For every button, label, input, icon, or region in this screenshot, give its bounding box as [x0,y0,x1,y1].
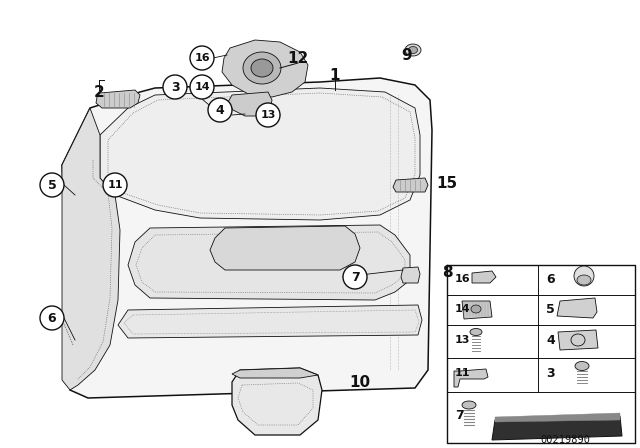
Ellipse shape [574,266,594,286]
Circle shape [40,173,64,197]
Polygon shape [96,90,140,108]
Text: 3: 3 [546,366,555,379]
Text: 14: 14 [194,82,210,92]
Polygon shape [228,92,272,116]
Text: 6: 6 [546,272,555,285]
Text: 1: 1 [330,68,340,82]
Circle shape [190,75,214,99]
Polygon shape [393,178,428,192]
Polygon shape [62,108,120,390]
Circle shape [190,46,214,70]
Text: 14: 14 [455,304,470,314]
Ellipse shape [577,275,591,285]
Ellipse shape [575,362,589,370]
Text: 3: 3 [171,81,179,94]
Polygon shape [454,369,488,387]
Text: 4: 4 [546,333,555,346]
Text: 11: 11 [455,368,470,378]
Ellipse shape [471,305,481,313]
Polygon shape [558,330,598,350]
Polygon shape [401,267,420,283]
Polygon shape [557,298,597,318]
Text: 16: 16 [194,53,210,63]
Text: 5: 5 [47,178,56,191]
Text: 6: 6 [48,311,56,324]
Polygon shape [232,368,318,378]
Text: 4: 4 [216,103,225,116]
Polygon shape [462,301,492,319]
Text: 13: 13 [455,335,470,345]
Text: 7: 7 [455,409,464,422]
Circle shape [343,265,367,289]
Ellipse shape [462,401,476,409]
Circle shape [103,173,127,197]
Circle shape [256,103,280,127]
Polygon shape [128,225,410,300]
Polygon shape [222,40,308,97]
Text: 16: 16 [455,274,470,284]
Ellipse shape [408,47,417,53]
Ellipse shape [405,44,421,56]
Polygon shape [100,88,420,220]
Polygon shape [232,368,322,435]
Circle shape [40,306,64,330]
Text: 12: 12 [287,51,308,65]
Text: 5: 5 [546,302,555,315]
Text: 13: 13 [260,110,276,120]
Text: 10: 10 [349,375,371,389]
Ellipse shape [470,328,482,336]
Text: 00219890: 00219890 [540,435,590,445]
Ellipse shape [243,52,281,84]
Text: 7: 7 [351,271,360,284]
Ellipse shape [251,59,273,77]
Polygon shape [495,413,620,422]
Polygon shape [118,305,422,338]
Polygon shape [210,226,360,270]
Polygon shape [62,78,432,398]
Text: 2: 2 [93,85,104,99]
Circle shape [208,98,232,122]
Text: 11: 11 [108,180,123,190]
Polygon shape [492,416,622,440]
Text: 15: 15 [436,176,458,190]
Text: 9: 9 [402,47,412,63]
Text: 8: 8 [442,264,452,280]
Circle shape [163,75,187,99]
Polygon shape [472,271,496,283]
